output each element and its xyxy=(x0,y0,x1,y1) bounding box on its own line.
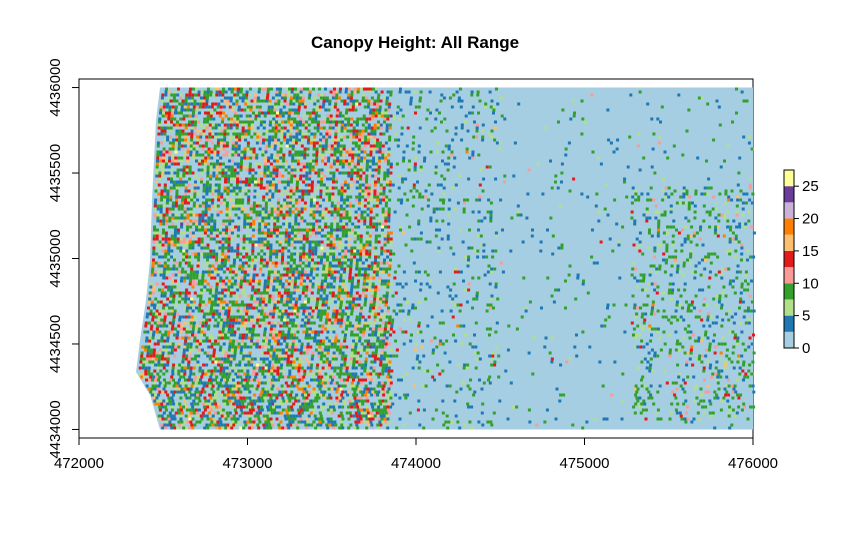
x-axis: 472000 473000 474000 475000 476000 xyxy=(54,437,778,472)
legend-swatch xyxy=(784,331,794,348)
legend-label: 5 xyxy=(802,308,810,325)
raster-cells xyxy=(138,87,756,430)
legend-swatch xyxy=(784,267,794,284)
legend-label: 20 xyxy=(802,211,819,228)
legend-label: 0 xyxy=(802,340,810,357)
legend-swatch xyxy=(784,250,794,268)
x-tick-label: 474000 xyxy=(391,455,441,472)
legend-swatch xyxy=(784,315,794,332)
raster xyxy=(136,87,756,430)
x-tick-label: 473000 xyxy=(222,455,272,472)
y-tick-label: 4435500 xyxy=(47,144,64,202)
x-tick-label: 476000 xyxy=(728,455,778,472)
legend-label: 25 xyxy=(802,178,819,195)
y-tick-label: 4436000 xyxy=(47,58,64,116)
legend-swatch xyxy=(784,170,794,187)
y-tick-label: 4434000 xyxy=(47,400,64,458)
x-tick-label: 475000 xyxy=(559,455,609,472)
legend-swatch xyxy=(784,218,794,235)
x-tick-label: 472000 xyxy=(54,455,104,472)
legend-swatch xyxy=(784,202,794,219)
legend-label: 10 xyxy=(802,275,819,292)
y-tick-label: 4435000 xyxy=(47,229,64,287)
legend-swatch xyxy=(784,283,794,300)
legend-frame xyxy=(783,169,795,349)
legend-swatch xyxy=(784,234,794,251)
chart-title: Canopy Height: All Range xyxy=(311,33,519,52)
y-tick-label: 4434500 xyxy=(47,315,64,373)
legend-swatch xyxy=(784,299,794,316)
legend: 0 5 10 15 20 25 xyxy=(783,169,819,357)
legend-label: 15 xyxy=(802,243,819,260)
y-axis: 4434000 4434500 4435000 4435500 4436000 xyxy=(47,58,80,459)
legend-swatch xyxy=(784,186,794,203)
